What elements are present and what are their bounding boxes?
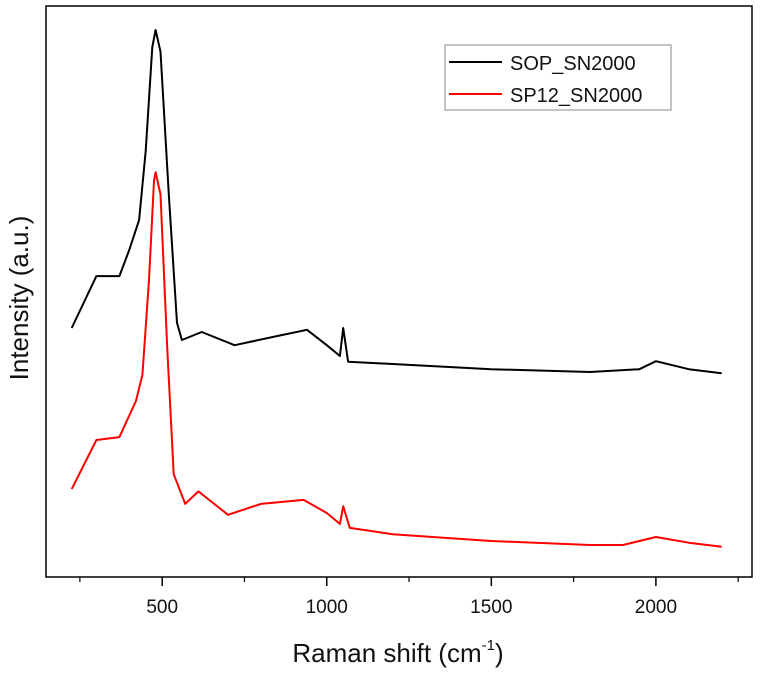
y-axis-title: Intensity (a.u.): [4, 216, 34, 381]
legend: SOP_SN2000 SP12_SN2000: [444, 44, 672, 111]
x-tick-label: 500: [146, 597, 178, 618]
legend-label-sp12: SP12_SN2000: [510, 85, 642, 107]
x-axis-ticks: 500 1000 1500 2000: [79, 577, 739, 618]
legend-box: [444, 44, 672, 111]
series-line-sp12-sn2000: [70, 171, 722, 548]
series-layer: [70, 29, 722, 548]
series-line-sop-sn2000: [70, 29, 722, 375]
x-axis-title-close: ): [495, 638, 504, 668]
x-tick-label: 1500: [470, 597, 512, 618]
x-axis-title: Raman shift (cm-1): [292, 637, 503, 668]
legend-label-sop: SOP_SN2000: [510, 53, 636, 75]
x-axis-title-main: Raman shift (cm: [292, 638, 481, 668]
x-axis-title-superscript: -1: [482, 637, 495, 654]
x-tick-label: 1000: [306, 597, 348, 618]
x-tick-label: 2000: [635, 597, 677, 618]
plot-frame: [45, 5, 753, 578]
